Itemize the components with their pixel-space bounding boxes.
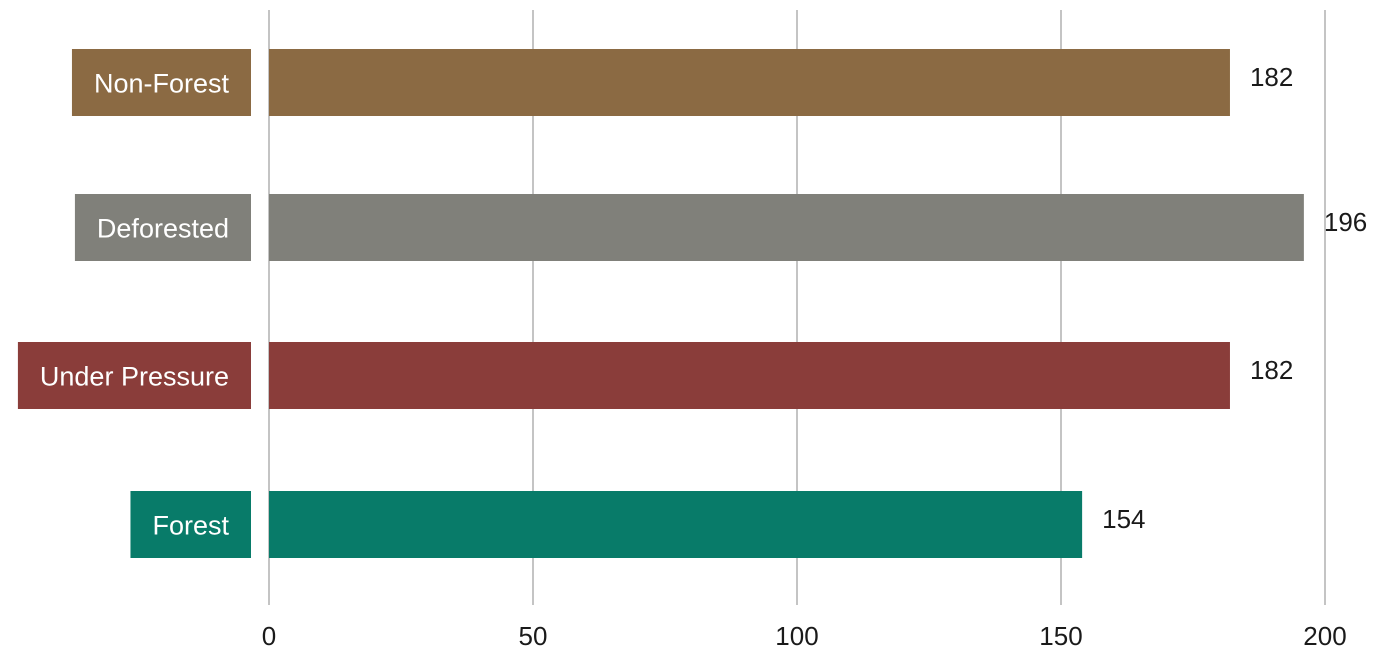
value-label: 196 — [1324, 207, 1367, 237]
category-label-box — [17, 342, 251, 409]
bars — [269, 49, 1304, 558]
bar-deforested — [269, 194, 1304, 261]
value-label: 154 — [1102, 504, 1145, 534]
value-labels: 182 196 182 154 — [1102, 62, 1367, 534]
category-label-box — [130, 491, 251, 558]
category-label-box — [71, 49, 251, 116]
bar-forest — [269, 491, 1083, 558]
category-label: Deforested — [97, 214, 229, 244]
x-tick-label: 150 — [1039, 621, 1082, 651]
category-label: Forest — [152, 511, 229, 541]
x-axis-tick-labels: 0 50 100 150 200 — [262, 621, 1347, 651]
x-tick-label: 50 — [519, 621, 548, 651]
bar-non-forest — [269, 49, 1230, 116]
category-labels: Non-Forest Deforested Under Pressure Forest — [17, 49, 251, 558]
x-tick-label: 200 — [1303, 621, 1346, 651]
x-tick-label: 0 — [262, 621, 276, 651]
category-label-box — [74, 194, 251, 261]
category-label: Non-Forest — [94, 69, 230, 99]
x-tick-label: 100 — [775, 621, 818, 651]
value-label: 182 — [1250, 62, 1293, 92]
value-label: 182 — [1250, 355, 1293, 385]
bar-under-pressure — [269, 342, 1230, 409]
category-label: Under Pressure — [40, 362, 229, 392]
